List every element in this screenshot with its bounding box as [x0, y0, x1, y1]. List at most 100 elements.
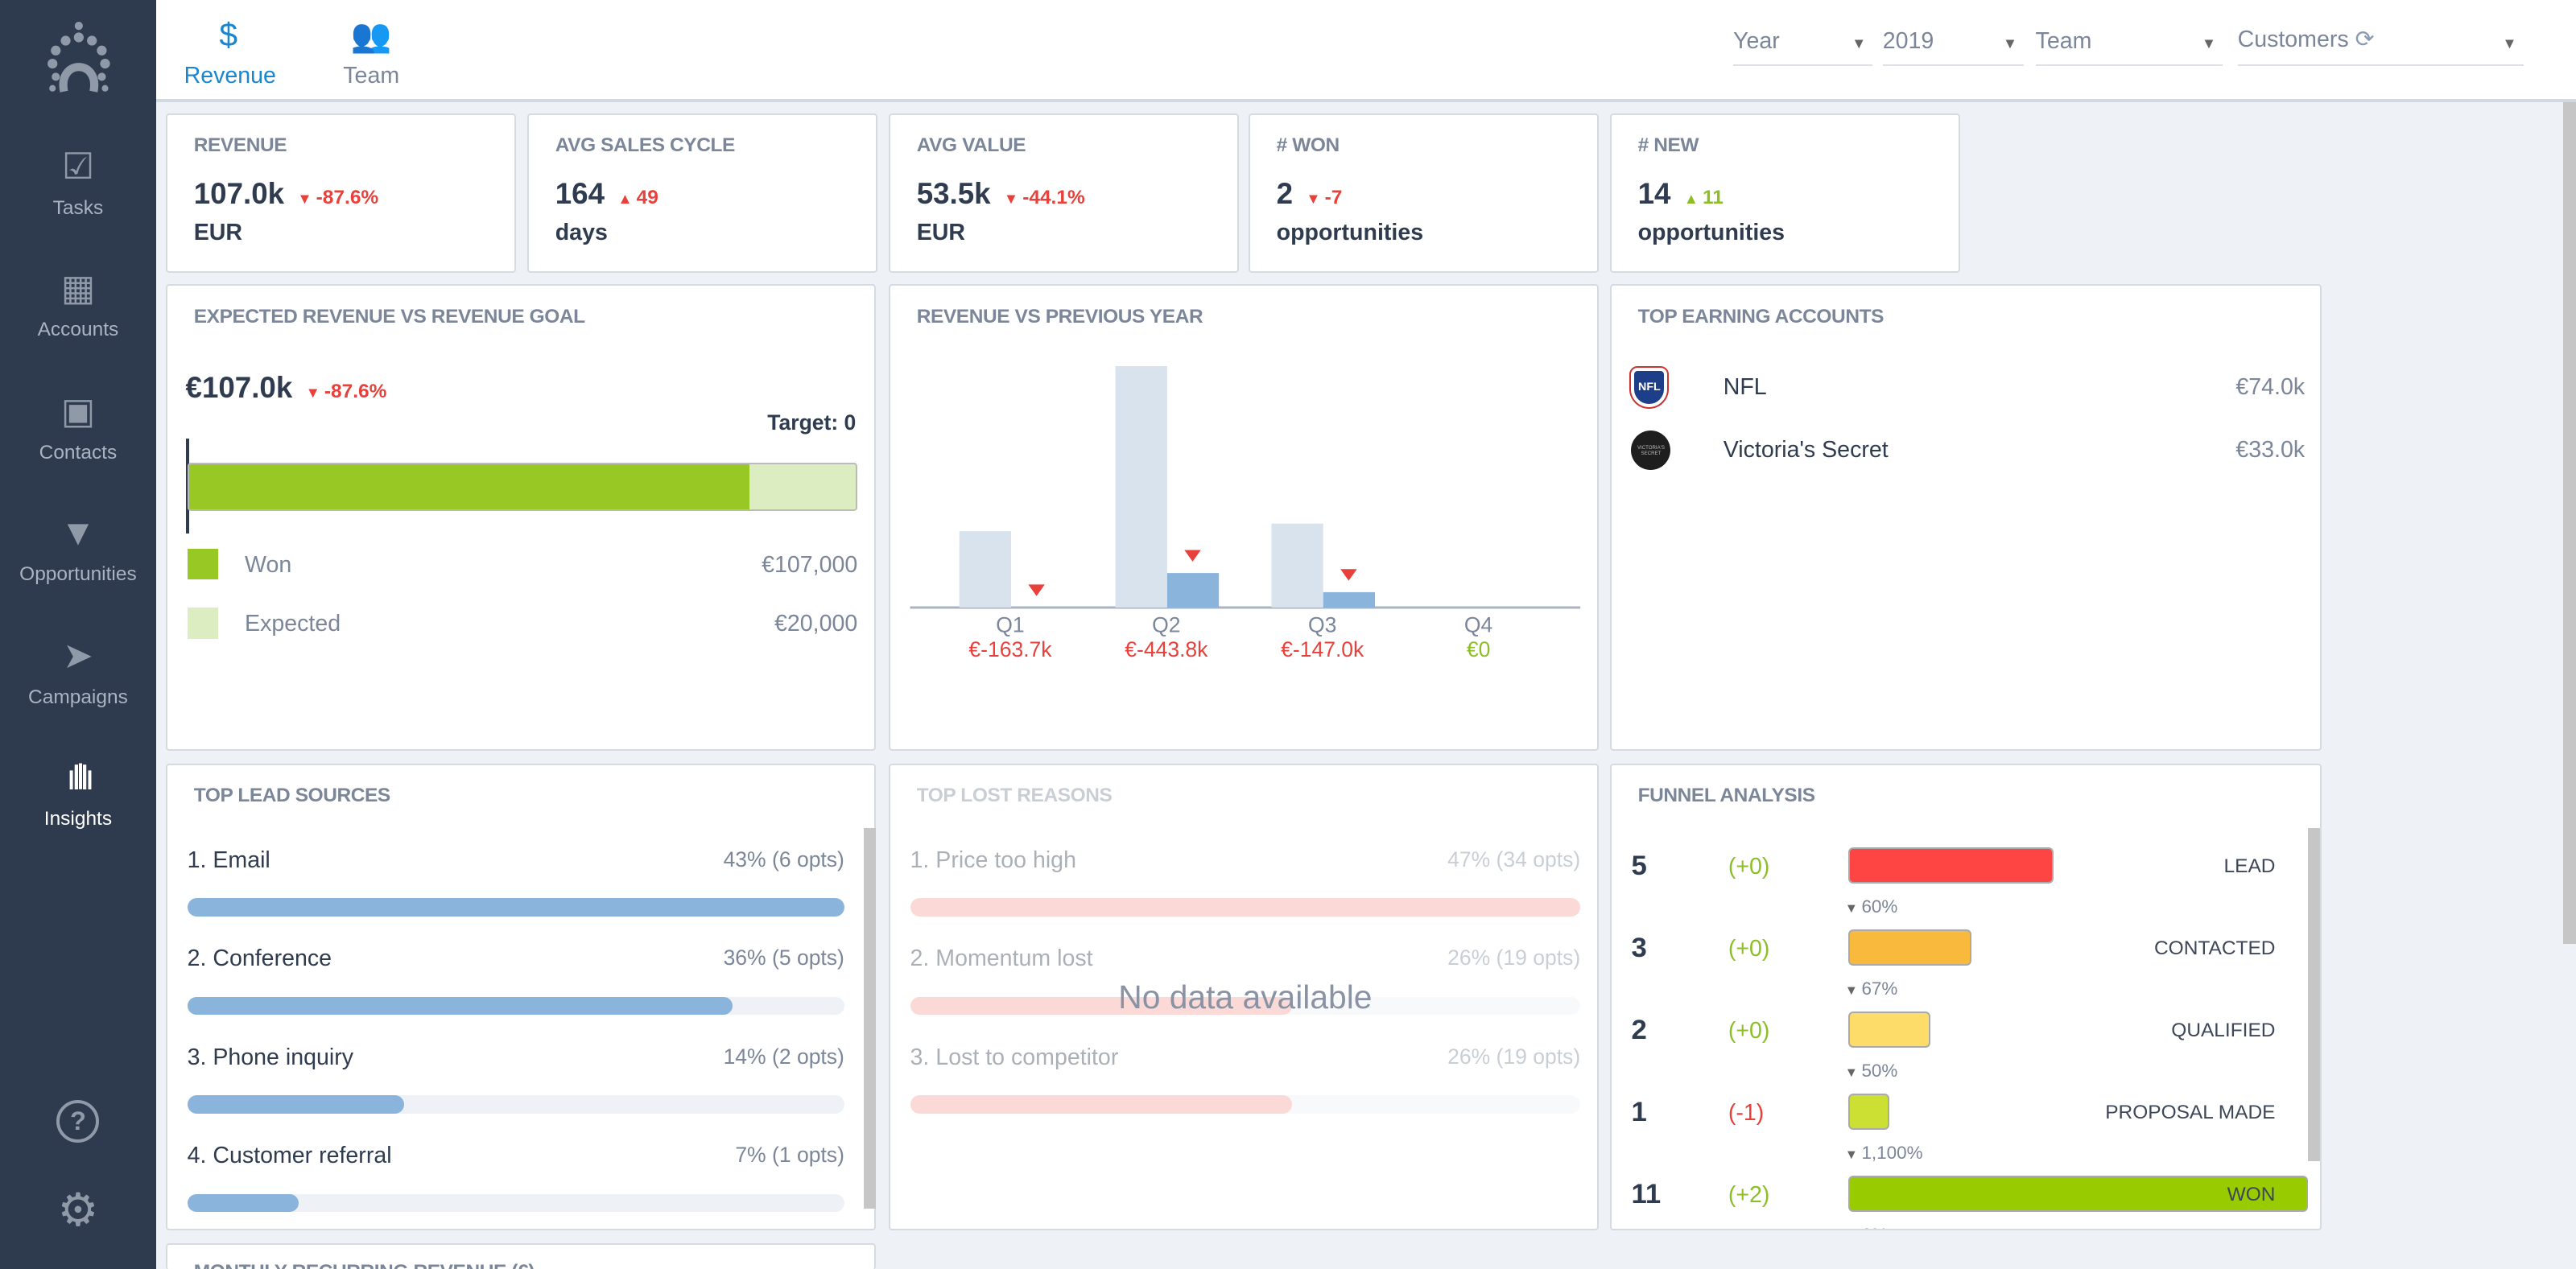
item-stat: 7% (1 opts): [735, 1143, 844, 1168]
card-scrollbar[interactable]: [2308, 827, 2320, 1161]
arrow-up-icon: ▲: [1683, 190, 1703, 208]
funnel-stage[interactable]: 2 (+0) QUALIFIED: [1631, 1011, 2288, 1051]
bar-previous-year[interactable]: [1271, 523, 1323, 608]
item-progress-bar: [187, 996, 844, 1016]
select-value: Customers: [2237, 26, 2349, 52]
legend-expected: Expected €20,000: [187, 608, 857, 639]
conversion-value: 0%: [1861, 1225, 1887, 1228]
won-fill: [188, 464, 749, 509]
card-title: FUNNEL ANALYSIS: [1637, 785, 1815, 807]
sidebar-item-accounts[interactable]: ▦ Accounts: [0, 266, 156, 341]
card-scrollbar[interactable]: [864, 827, 876, 1209]
card-title: MONTHLY RECURRING REVENUE (€): [194, 1261, 535, 1269]
kpi-title: AVG SALES CYCLE: [555, 134, 736, 157]
funnel-stage[interactable]: 1 (-1) PROPOSAL MADE: [1631, 1094, 2288, 1133]
kpi-delta: ▼ -7: [1306, 187, 1342, 208]
page-scrollbar[interactable]: [2562, 101, 2576, 945]
kpi-value: 53.5k ▼ -44.1%: [917, 177, 1085, 211]
kpi-delta-value: 11: [1703, 187, 1724, 209]
sidebar-item-campaigns[interactable]: ➤ Campaigns: [0, 634, 156, 709]
kpi-title: REVENUE: [193, 134, 287, 157]
arrow-up-icon: ▲: [617, 190, 637, 208]
progress-fill: [910, 996, 1293, 1016]
list-item[interactable]: 3. Phone inquiry 14% (2 opts): [188, 1044, 844, 1074]
arrow-down-icon: [1340, 569, 1357, 581]
bar-current-year[interactable]: [1166, 573, 1220, 608]
stage-label: WON: [2227, 1184, 2276, 1206]
list-item[interactable]: 2. Momentum lost 26% (19 opts): [910, 946, 1581, 975]
won-swatch: [187, 548, 219, 580]
item-label: 2. Conference: [187, 946, 332, 972]
settings-button[interactable]: ⚙: [0, 1187, 156, 1242]
card-title: TOP EARNING ACCOUNTS: [1637, 305, 1885, 328]
funnel-stage[interactable]: 11 (+2) WON: [1631, 1176, 2309, 1215]
sidebar-item-label: Contacts: [39, 441, 118, 464]
stage-change: (+0): [1728, 936, 1770, 962]
arrow-down-icon: [1028, 584, 1045, 596]
stage-bar: [1847, 847, 2054, 884]
funnel-stage[interactable]: 5 (+0) LEAD: [1631, 847, 2288, 887]
stage-label: CONTACTED: [2154, 937, 2276, 960]
kpi-unit: opportunities: [1637, 220, 1785, 246]
conversion-rate: ▼ 60%: [1845, 896, 1898, 917]
arrow-down-icon: ▼: [1844, 901, 1862, 917]
funnel-icon: ▼: [60, 511, 97, 553]
item-progress-bar: [910, 1095, 1581, 1114]
bar-previous-year[interactable]: [959, 531, 1012, 608]
list-item[interactable]: 1. Email 43% (6 opts): [188, 847, 844, 877]
item-label: 1. Price too high: [910, 847, 1076, 873]
lost-reasons-content: TOP LOST REASONS 1. Price too high 47% (3…: [890, 765, 1600, 1232]
legend-label: Won: [245, 551, 292, 578]
card-title: EXPECTED REVENUE VS REVENUE GOAL: [193, 305, 585, 328]
list-item[interactable]: 4. Customer referral 7% (1 opts): [188, 1143, 844, 1172]
dollar-icon: $: [219, 16, 238, 54]
customers-select[interactable]: Customers ⟳ ▼: [2237, 19, 2524, 66]
bar-previous-year[interactable]: [1115, 366, 1167, 608]
stage-label: QUALIFIED: [2171, 1020, 2276, 1042]
list-item[interactable]: 2. Conference 36% (5 opts): [188, 946, 844, 975]
funnel-stage[interactable]: 3 (+0) CONTACTED: [1631, 929, 2288, 969]
item-stat: 36% (5 opts): [723, 946, 844, 970]
help-button[interactable]: ?: [0, 1100, 156, 1152]
progress-fill: [910, 1095, 1293, 1114]
card-title: REVENUE VS PREVIOUS YEAR: [916, 305, 1203, 328]
progress-fill: [187, 898, 844, 917]
year-select[interactable]: 2019 ▼: [1882, 19, 2025, 66]
item-label: 3. Phone inquiry: [187, 1044, 354, 1070]
goal-progress-bar: [187, 463, 858, 511]
item-progress-bar: [910, 996, 1581, 1016]
kpi-unit: opportunities: [1276, 220, 1424, 246]
kpi-number: 164: [555, 177, 605, 211]
funnel-analysis-card: FUNNEL ANALYSIS 5 (+0) LEAD ▼ 60% 3 (+0) CONTA…: [1609, 763, 2322, 1230]
list-item[interactable]: 3. Lost to competitor 26% (19 opts): [910, 1044, 1581, 1074]
stage-count: 1: [1631, 1097, 1647, 1128]
account-row[interactable]: VICTORIA'S SECRET Victoria's Secret €33.…: [1631, 430, 2305, 473]
tab-revenue[interactable]: $ Revenue: [184, 16, 276, 89]
tab-team[interactable]: 👥 Team: [340, 16, 402, 89]
refresh-icon[interactable]: ⟳: [2355, 26, 2375, 52]
list-item[interactable]: 1. Price too high 47% (34 opts): [910, 847, 1581, 877]
kpi-title: AVG VALUE: [916, 134, 1026, 157]
team-select[interactable]: Team ▼: [2035, 19, 2223, 66]
stage-change: (-1): [1728, 1100, 1765, 1127]
sidebar-item-tasks[interactable]: ☑ Tasks: [0, 145, 156, 220]
delta-label: €-443.8k: [1125, 637, 1208, 661]
account-row[interactable]: NFL NFL €74.0k: [1631, 368, 2305, 408]
conversion-value: 1,100%: [1861, 1143, 1923, 1164]
kpi-unit: EUR: [916, 220, 966, 246]
year-period-select[interactable]: Year ▼: [1733, 19, 1873, 66]
sidebar-item-insights[interactable]: ıIlIı Insights: [0, 756, 156, 830]
kpi-value: 107.0k ▼ -87.6%: [194, 177, 378, 211]
sidebar-item-contacts[interactable]: ▣ Contacts: [0, 389, 156, 464]
kpi-number: 14: [1637, 177, 1671, 211]
bar-current-year[interactable]: [1323, 591, 1376, 608]
conversion-value: 60%: [1861, 896, 1898, 917]
stage-count: 3: [1631, 933, 1647, 964]
chevron-down-icon: ▼: [2002, 34, 2018, 52]
item-label: 2. Momentum lost: [910, 946, 1093, 972]
conversion-rate: ▼ 1,100%: [1845, 1143, 1923, 1164]
sidebar-item-opportunities[interactable]: ▼ Opportunities: [0, 511, 156, 586]
kpi-value: 164 ▲ 49: [555, 177, 658, 211]
kpi-delta-value: -87.6%: [316, 187, 379, 209]
conversion-value: 67%: [1861, 979, 1898, 999]
